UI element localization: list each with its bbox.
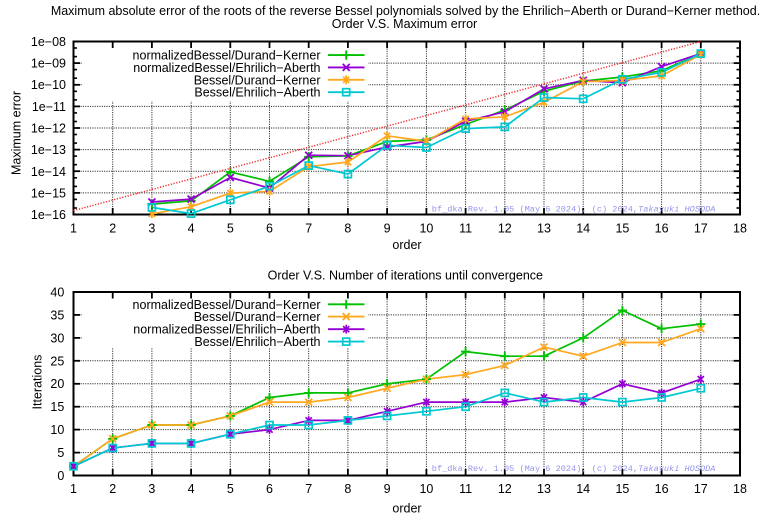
svg-text:14: 14 xyxy=(576,482,590,496)
svg-text:7: 7 xyxy=(305,221,312,235)
svg-text:normalizedBessel/Durand−Kerner: normalizedBessel/Durand−Kerner xyxy=(133,298,321,312)
svg-text:17: 17 xyxy=(694,221,708,235)
svg-text:5: 5 xyxy=(227,221,234,235)
svg-text:1e−10: 1e−10 xyxy=(31,78,66,92)
svg-text:10: 10 xyxy=(419,482,433,496)
svg-text:Order V.S. Maximum error: Order V.S. Maximum error xyxy=(332,17,477,31)
svg-text:normalizedBessel/Ehrilich−Aber: normalizedBessel/Ehrilich−Aberth xyxy=(133,323,320,337)
svg-text:8: 8 xyxy=(344,482,351,496)
svg-text:Maximum absolute error of the: Maximum absolute error of the roots of t… xyxy=(51,4,760,18)
svg-text:1e−15: 1e−15 xyxy=(31,186,66,200)
svg-text:1e−09: 1e−09 xyxy=(31,57,66,71)
svg-text:1: 1 xyxy=(70,221,77,235)
svg-text:1e−12: 1e−12 xyxy=(31,122,66,136)
svg-text:35: 35 xyxy=(50,308,64,322)
svg-text:20: 20 xyxy=(50,377,64,391)
svg-text:3: 3 xyxy=(148,482,155,496)
svg-text:10: 10 xyxy=(50,423,64,437)
svg-text:5: 5 xyxy=(227,482,234,496)
svg-text:15: 15 xyxy=(615,221,629,235)
svg-text:6: 6 xyxy=(266,482,273,496)
svg-text:30: 30 xyxy=(50,331,64,345)
svg-text:18: 18 xyxy=(733,482,747,496)
svg-text:2: 2 xyxy=(109,482,116,496)
svg-text:9: 9 xyxy=(384,482,391,496)
svg-text:bf_dka Rev. 1.05 (May 6 2024),: bf_dka Rev. 1.05 (May 6 2024), (c) 2024,… xyxy=(432,204,716,214)
svg-text:Itterations: Itterations xyxy=(30,355,44,410)
svg-text:normalizedBessel/Durand−Kerner: normalizedBessel/Durand−Kerner xyxy=(133,49,321,63)
svg-text:bf_dka Rev. 1.05 (May 6 2024),: bf_dka Rev. 1.05 (May 6 2024), (c) 2024,… xyxy=(432,464,716,474)
svg-text:0: 0 xyxy=(57,469,64,483)
svg-text:15: 15 xyxy=(615,482,629,496)
svg-text:12: 12 xyxy=(498,482,512,496)
svg-text:25: 25 xyxy=(50,354,64,368)
svg-text:Bessel/Ehrilich−Aberth: Bessel/Ehrilich−Aberth xyxy=(194,335,320,349)
svg-text:1e−14: 1e−14 xyxy=(31,165,66,179)
svg-text:1e−08: 1e−08 xyxy=(31,35,66,49)
svg-text:17: 17 xyxy=(694,482,708,496)
svg-text:16: 16 xyxy=(655,482,669,496)
svg-text:14: 14 xyxy=(576,221,590,235)
svg-text:Bessel/Durand−Kerner: Bessel/Durand−Kerner xyxy=(194,310,321,324)
svg-text:order: order xyxy=(392,238,421,252)
svg-text:Bessel/Durand−Kerner: Bessel/Durand−Kerner xyxy=(194,73,321,87)
svg-text:4: 4 xyxy=(188,482,195,496)
svg-text:13: 13 xyxy=(537,482,551,496)
svg-text:Maximum error: Maximum error xyxy=(9,91,23,175)
svg-text:3: 3 xyxy=(148,221,155,235)
svg-text:8: 8 xyxy=(344,221,351,235)
svg-text:1e−11: 1e−11 xyxy=(32,100,66,114)
svg-text:9: 9 xyxy=(384,221,391,235)
svg-text:order: order xyxy=(392,502,421,516)
svg-text:18: 18 xyxy=(733,221,747,235)
svg-text:1e−16: 1e−16 xyxy=(31,208,66,222)
svg-text:13: 13 xyxy=(537,221,551,235)
svg-text:1: 1 xyxy=(70,482,77,496)
svg-text:Order V.S. Number of iteration: Order V.S. Number of iterations until co… xyxy=(268,268,543,282)
svg-text:7: 7 xyxy=(305,482,312,496)
svg-text:15: 15 xyxy=(50,400,64,414)
svg-text:5: 5 xyxy=(57,446,64,460)
svg-text:11: 11 xyxy=(459,482,472,496)
svg-text:4: 4 xyxy=(188,221,195,235)
svg-text:11: 11 xyxy=(459,221,472,235)
svg-text:10: 10 xyxy=(419,221,433,235)
svg-text:6: 6 xyxy=(266,221,273,235)
svg-text:40: 40 xyxy=(50,286,64,300)
svg-text:1e−13: 1e−13 xyxy=(31,143,66,157)
svg-text:16: 16 xyxy=(655,221,669,235)
svg-text:Bessel/Ehrilich−Aberth: Bessel/Ehrilich−Aberth xyxy=(194,86,320,100)
svg-text:normalizedBessel/Ehrilich−Aber: normalizedBessel/Ehrilich−Aberth xyxy=(133,61,320,75)
svg-text:2: 2 xyxy=(109,221,116,235)
svg-text:12: 12 xyxy=(498,221,512,235)
